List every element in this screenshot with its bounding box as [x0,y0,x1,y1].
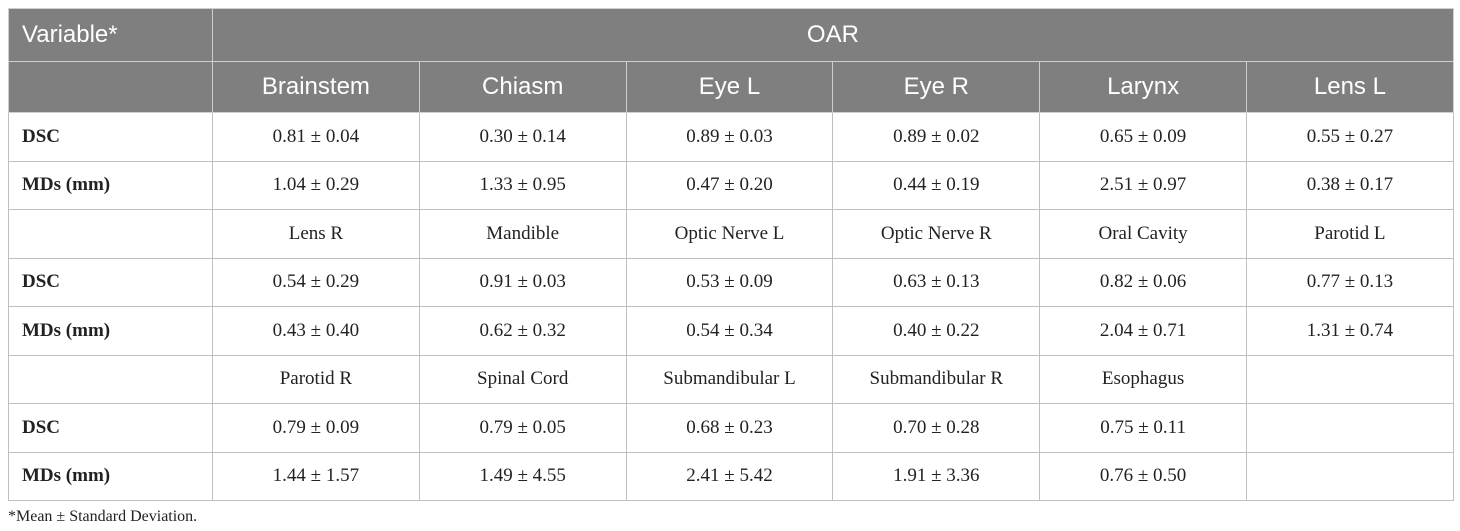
table-cell: 0.79 ± 0.09 [212,403,420,453]
row-label: MDs (mm) [8,160,213,210]
table-cell: 0.65 ± 0.09 [1039,112,1247,162]
row-label: MDs (mm) [8,306,213,356]
table-cell: Mandible [418,209,627,259]
table-cell: 0.63 ± 0.13 [832,257,1041,307]
table-row: DSC 0.79 ± 0.09 0.79 ± 0.05 0.68 ± 0.23 0.70… [8,403,1454,453]
table-cell [1245,403,1454,453]
table-row: DSC 0.81 ± 0.04 0.30 ± 0.14 0.89 ± 0.03 0.89… [8,112,1454,162]
table-cell: 0.82 ± 0.06 [1039,257,1247,307]
oar-group-header: OAR [212,8,1454,62]
row-label: MDs (mm) [8,451,213,501]
table-cell: Lens R [212,209,420,259]
table-cell: 1.91 ± 3.36 [832,451,1041,501]
table-cell: 2.41 ± 5.42 [625,451,834,501]
column-header: Eye L [625,61,834,113]
table-cell: Optic Nerve R [832,209,1041,259]
table-cell: 2.04 ± 0.71 [1039,306,1247,356]
table-cell: Spinal Cord [418,354,627,404]
table-cell: 0.55 ± 0.27 [1245,112,1454,162]
oar-table-container: Variable* OAR Brainstem Chiasm Eye L Eye… [8,8,1454,501]
header-empty-cell [8,61,213,113]
column-header: Lens L [1245,61,1454,113]
table-cell [1245,354,1454,404]
column-header: Chiasm [418,61,627,113]
table-row: MDs (mm) 0.43 ± 0.40 0.62 ± 0.32 0.54 ± 0.3… [8,306,1454,356]
table-cell: 0.53 ± 0.09 [625,257,834,307]
row-label: DSC [8,112,213,162]
table-cell: 0.38 ± 0.17 [1245,160,1454,210]
table-cell: 0.43 ± 0.40 [212,306,420,356]
row-label: DSC [8,257,213,307]
footnote: *Mean ± Standard Deviation. [8,508,198,525]
table-cell: 1.49 ± 4.55 [418,451,627,501]
table-cell: Submandibular R [832,354,1041,404]
table-cell: 0.89 ± 0.02 [832,112,1041,162]
table-cell: 0.54 ± 0.29 [212,257,420,307]
table-cell: 0.54 ± 0.34 [625,306,834,356]
column-header: Brainstem [212,61,420,113]
table-cell: 0.40 ± 0.22 [832,306,1041,356]
table-cell: Esophagus [1039,354,1247,404]
table-row: Parotid R Spinal Cord Submandibular L Subma… [8,354,1454,404]
table-cell: 0.68 ± 0.23 [625,403,834,453]
table-cell: 0.62 ± 0.32 [418,306,627,356]
table-cell: Oral Cavity [1039,209,1247,259]
row-label: DSC [8,403,213,453]
header-row-columns: Brainstem Chiasm Eye L Eye R Larynx Lens… [8,61,1454,113]
column-header: Larynx [1039,61,1247,113]
table-cell: 1.04 ± 0.29 [212,160,420,210]
table-cell: 0.81 ± 0.04 [212,112,420,162]
header-row-group: Variable* OAR [8,8,1454,62]
table-body: DSC 0.81 ± 0.04 0.30 ± 0.14 0.89 ± 0.03 0.89… [8,112,1454,501]
row-label [8,209,213,259]
table-cell: 0.30 ± 0.14 [418,112,627,162]
table-cell: Optic Nerve L [625,209,834,259]
table-cell: 0.79 ± 0.05 [418,403,627,453]
table-cell: Parotid L [1245,209,1454,259]
oar-metrics-table: Variable* OAR Brainstem Chiasm Eye L Eye… [8,8,1454,501]
table-cell: 0.44 ± 0.19 [832,160,1041,210]
table-cell: 0.77 ± 0.13 [1245,257,1454,307]
table-row: MDs (mm) 1.04 ± 0.29 1.33 ± 0.95 0.47 ± 0.2… [8,160,1454,210]
table-cell: Parotid R [212,354,420,404]
table-cell: 0.76 ± 0.50 [1039,451,1247,501]
table-row: Lens R Mandible Optic Nerve L Optic Nerve R… [8,209,1454,259]
variable-header: Variable* [8,8,213,62]
column-header: Eye R [832,61,1041,113]
table-cell [1245,451,1454,501]
table-row: DSC 0.54 ± 0.29 0.91 ± 0.03 0.53 ± 0.09 0.63… [8,257,1454,307]
table-cell: 0.91 ± 0.03 [418,257,627,307]
table-cell: Submandibular L [625,354,834,404]
table-cell: 1.31 ± 0.74 [1245,306,1454,356]
table-row: MDs (mm) 1.44 ± 1.57 1.49 ± 4.55 2.41 ± 5.4… [8,451,1454,501]
table-cell: 1.44 ± 1.57 [212,451,420,501]
row-label [8,354,213,404]
table-cell: 0.75 ± 0.11 [1039,403,1247,453]
table-cell: 0.70 ± 0.28 [832,403,1041,453]
table-cell: 0.47 ± 0.20 [625,160,834,210]
table-cell: 1.33 ± 0.95 [418,160,627,210]
table-cell: 2.51 ± 0.97 [1039,160,1247,210]
table-cell: 0.89 ± 0.03 [625,112,834,162]
